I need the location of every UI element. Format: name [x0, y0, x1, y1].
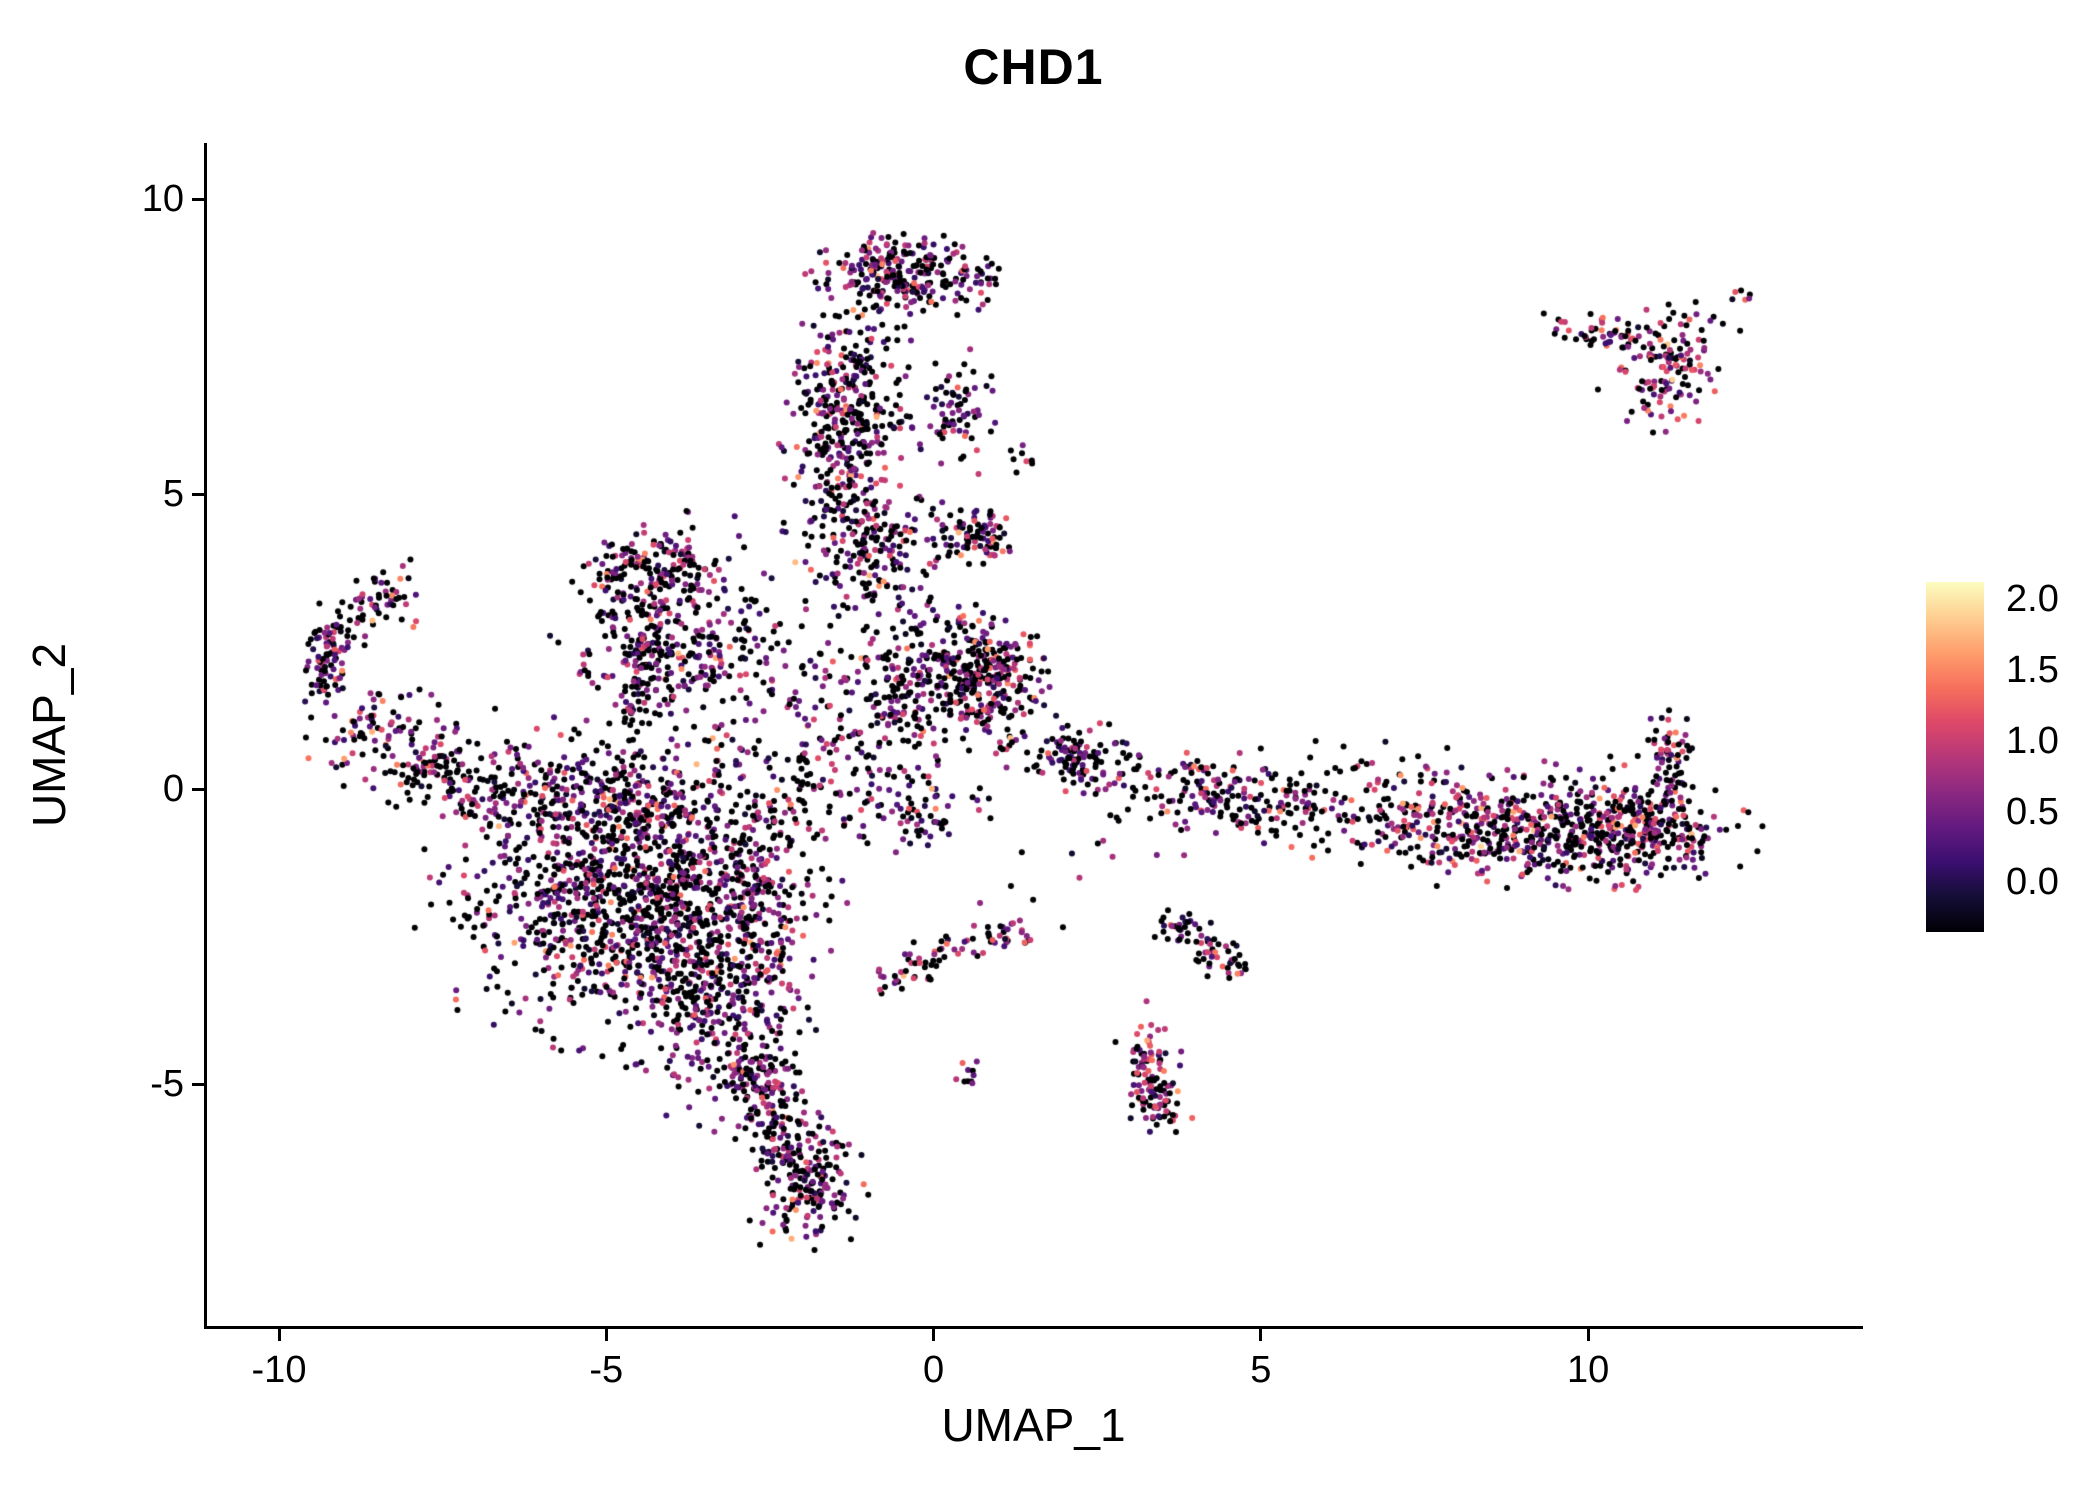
x-axis-title: UMAP_1 — [941, 1399, 1126, 1451]
y-tick-label: 5 — [162, 473, 184, 516]
colorbar-gradient — [1926, 582, 1984, 932]
colorbar-tick-label: 0.0 — [2006, 861, 2059, 904]
x-tick-label: -5 — [589, 1349, 624, 1391]
x-tick-mark — [277, 1329, 281, 1341]
x-tick-mark — [604, 1329, 608, 1341]
x-tick-label: 5 — [1250, 1349, 1272, 1391]
x-tick-mark — [1586, 1329, 1590, 1341]
y-tick-mark — [192, 197, 204, 201]
x-tick-mark — [932, 1329, 936, 1341]
y-tick-mark — [192, 1082, 204, 1086]
scatter-canvas — [207, 143, 1863, 1326]
colorbar-tick-label: 1.0 — [2006, 719, 2059, 762]
y-tick-label: -5 — [150, 1063, 184, 1106]
colorbar-tick-label: 2.0 — [2006, 578, 2059, 620]
plot-title: CHD1 — [963, 39, 1104, 95]
colorbar-tick-label: 0.5 — [2006, 790, 2059, 833]
x-tick-label: 10 — [1566, 1349, 1610, 1391]
y-tick-mark — [192, 787, 204, 791]
x-tick-label: 0 — [922, 1349, 945, 1391]
x-tick-mark — [1259, 1329, 1263, 1341]
y-axis-title: UMAP_2 — [14, 143, 84, 1326]
x-tick-label: -10 — [251, 1349, 307, 1391]
y-tick-label: 10 — [141, 178, 184, 221]
y-tick-mark — [192, 492, 204, 496]
colorbar-tick-label: 1.5 — [2006, 648, 2059, 691]
y-tick-label: 0 — [162, 768, 184, 811]
plot-panel — [204, 143, 1863, 1329]
